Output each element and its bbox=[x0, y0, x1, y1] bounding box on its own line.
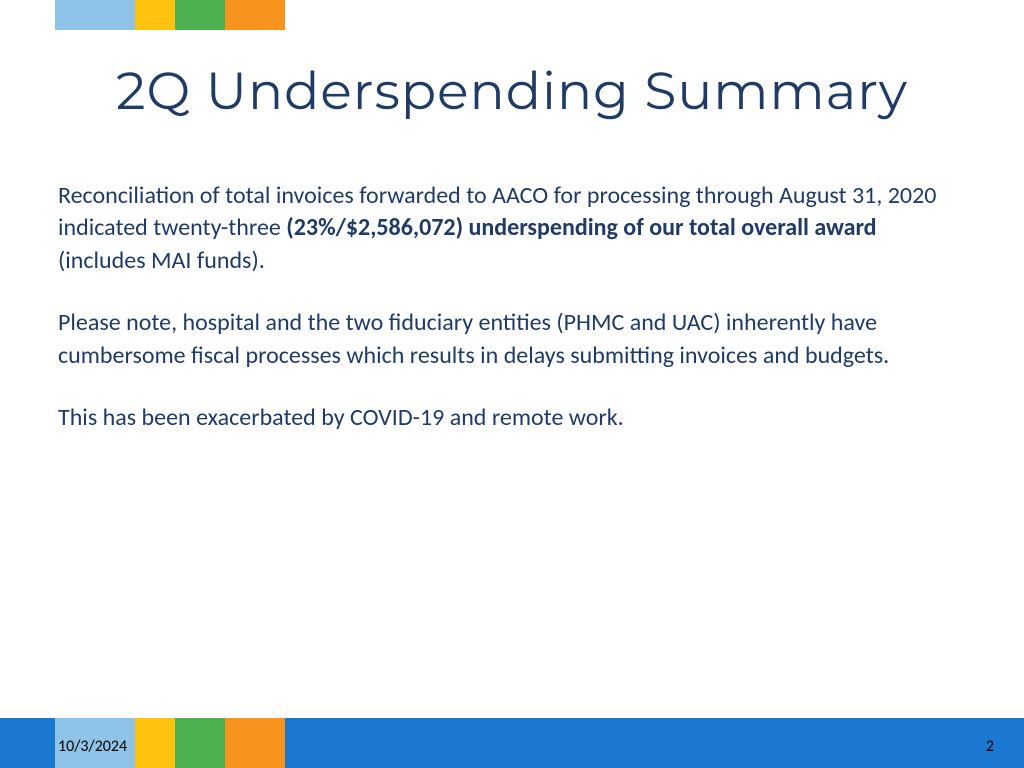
stripe-1 bbox=[55, 0, 135, 30]
footer-stripe-4 bbox=[225, 718, 285, 768]
paragraph-3: This has been exacerbated by COVID-19 an… bbox=[58, 402, 964, 434]
footer-page-number: 2 bbox=[986, 737, 994, 756]
footer-stripe-2 bbox=[135, 718, 175, 768]
slide-title: 2Q Underspending Summary bbox=[0, 60, 1024, 123]
paragraph-1: Reconciliation of total invoices forward… bbox=[58, 180, 964, 277]
footer-stripe-3 bbox=[175, 718, 225, 768]
stripe-4 bbox=[225, 0, 285, 30]
p1-suffix: (includes MAI funds). bbox=[58, 246, 265, 275]
stripe-3 bbox=[175, 0, 225, 30]
footer-date: 10/3/2024 bbox=[58, 737, 127, 756]
stripe-2 bbox=[135, 0, 175, 30]
top-accent-stripes bbox=[55, 0, 285, 30]
p1-bold: (23%/$2,586,072) underspending of our to… bbox=[286, 213, 876, 242]
body-content: Reconciliation of total invoices forward… bbox=[58, 180, 964, 464]
paragraph-2: Please note, hospital and the two fiduci… bbox=[58, 307, 964, 372]
